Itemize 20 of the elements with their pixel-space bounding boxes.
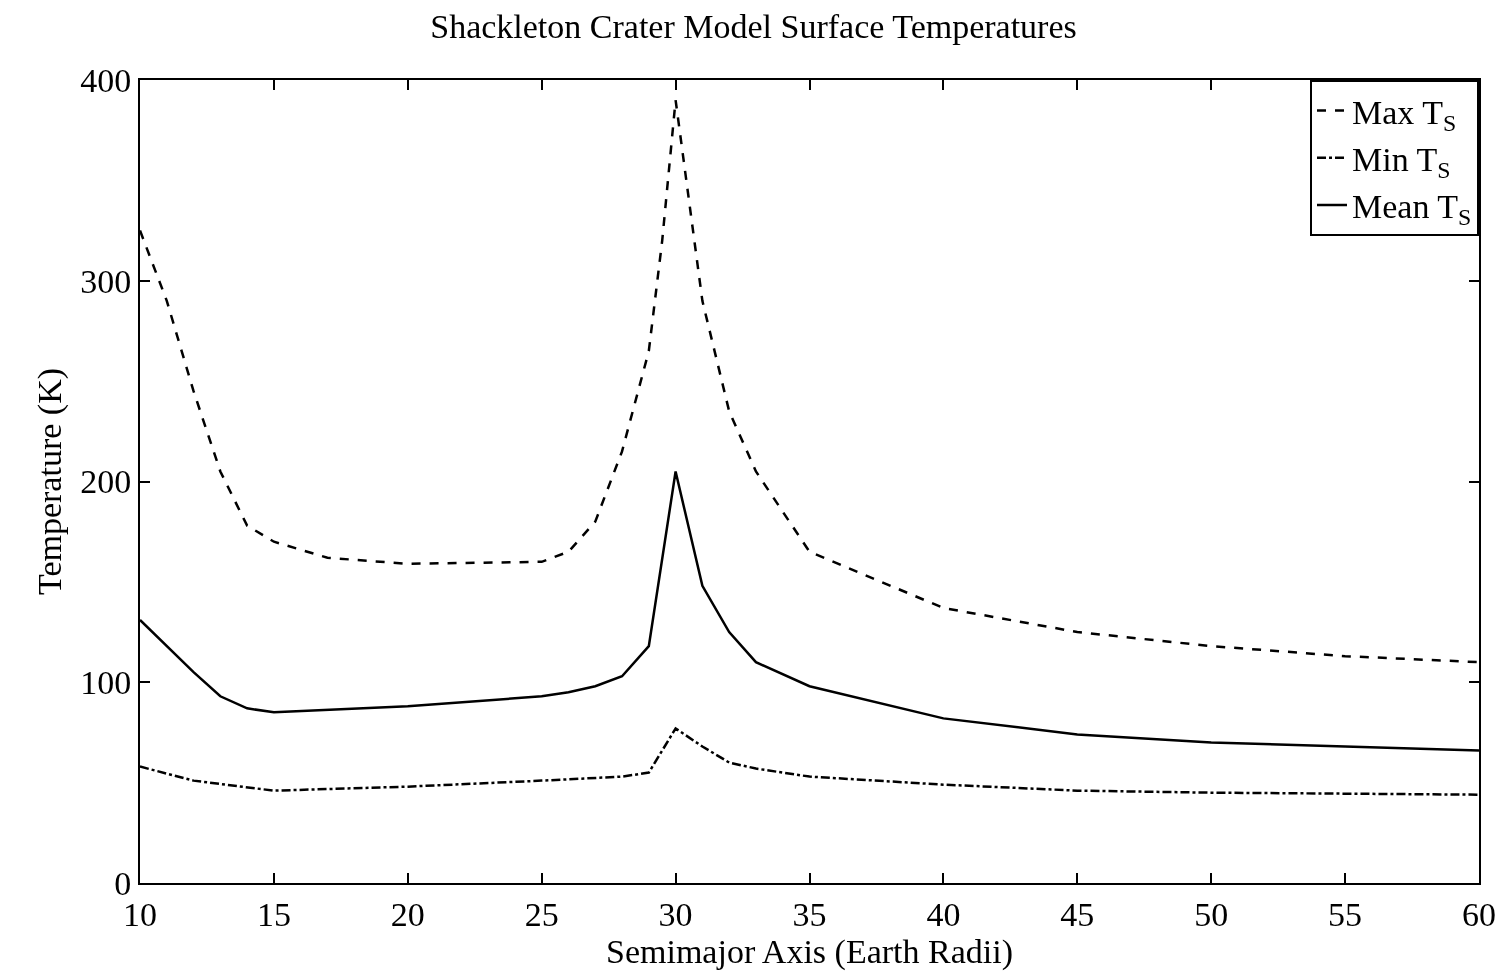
x-tick-label: 30 bbox=[658, 895, 693, 933]
legend-label: Mean T$_{S}$ bbox=[1352, 188, 1472, 231]
legend-label: Max T$_{S}$ bbox=[1352, 93, 1457, 136]
x-tick-label: 20 bbox=[390, 895, 425, 933]
x-tick-label: 55 bbox=[1328, 895, 1363, 933]
x-axis-title: Semimajor Axis (Earth Radii) bbox=[606, 932, 1013, 971]
x-tick-label: 25 bbox=[524, 895, 559, 933]
x-tick-label: 40 bbox=[926, 895, 961, 933]
y-axis-title: Temperature (K) bbox=[31, 368, 70, 595]
x-tick-label: 50 bbox=[1194, 895, 1229, 933]
legend-label: Min T$_{S}$ bbox=[1352, 141, 1451, 184]
x-tick-label: 60 bbox=[1462, 895, 1496, 933]
chart-title: Shackleton Crater Model Surface Temperatures bbox=[430, 8, 1077, 46]
y-tick-label: 100 bbox=[80, 664, 132, 702]
y-tick-label: 400 bbox=[80, 61, 132, 99]
y-tick-label: 300 bbox=[80, 262, 132, 300]
x-tick-label: 45 bbox=[1060, 895, 1095, 933]
x-tick-label: 35 bbox=[792, 895, 827, 933]
y-tick-label: 200 bbox=[80, 463, 132, 501]
x-tick-label: 15 bbox=[256, 895, 291, 933]
